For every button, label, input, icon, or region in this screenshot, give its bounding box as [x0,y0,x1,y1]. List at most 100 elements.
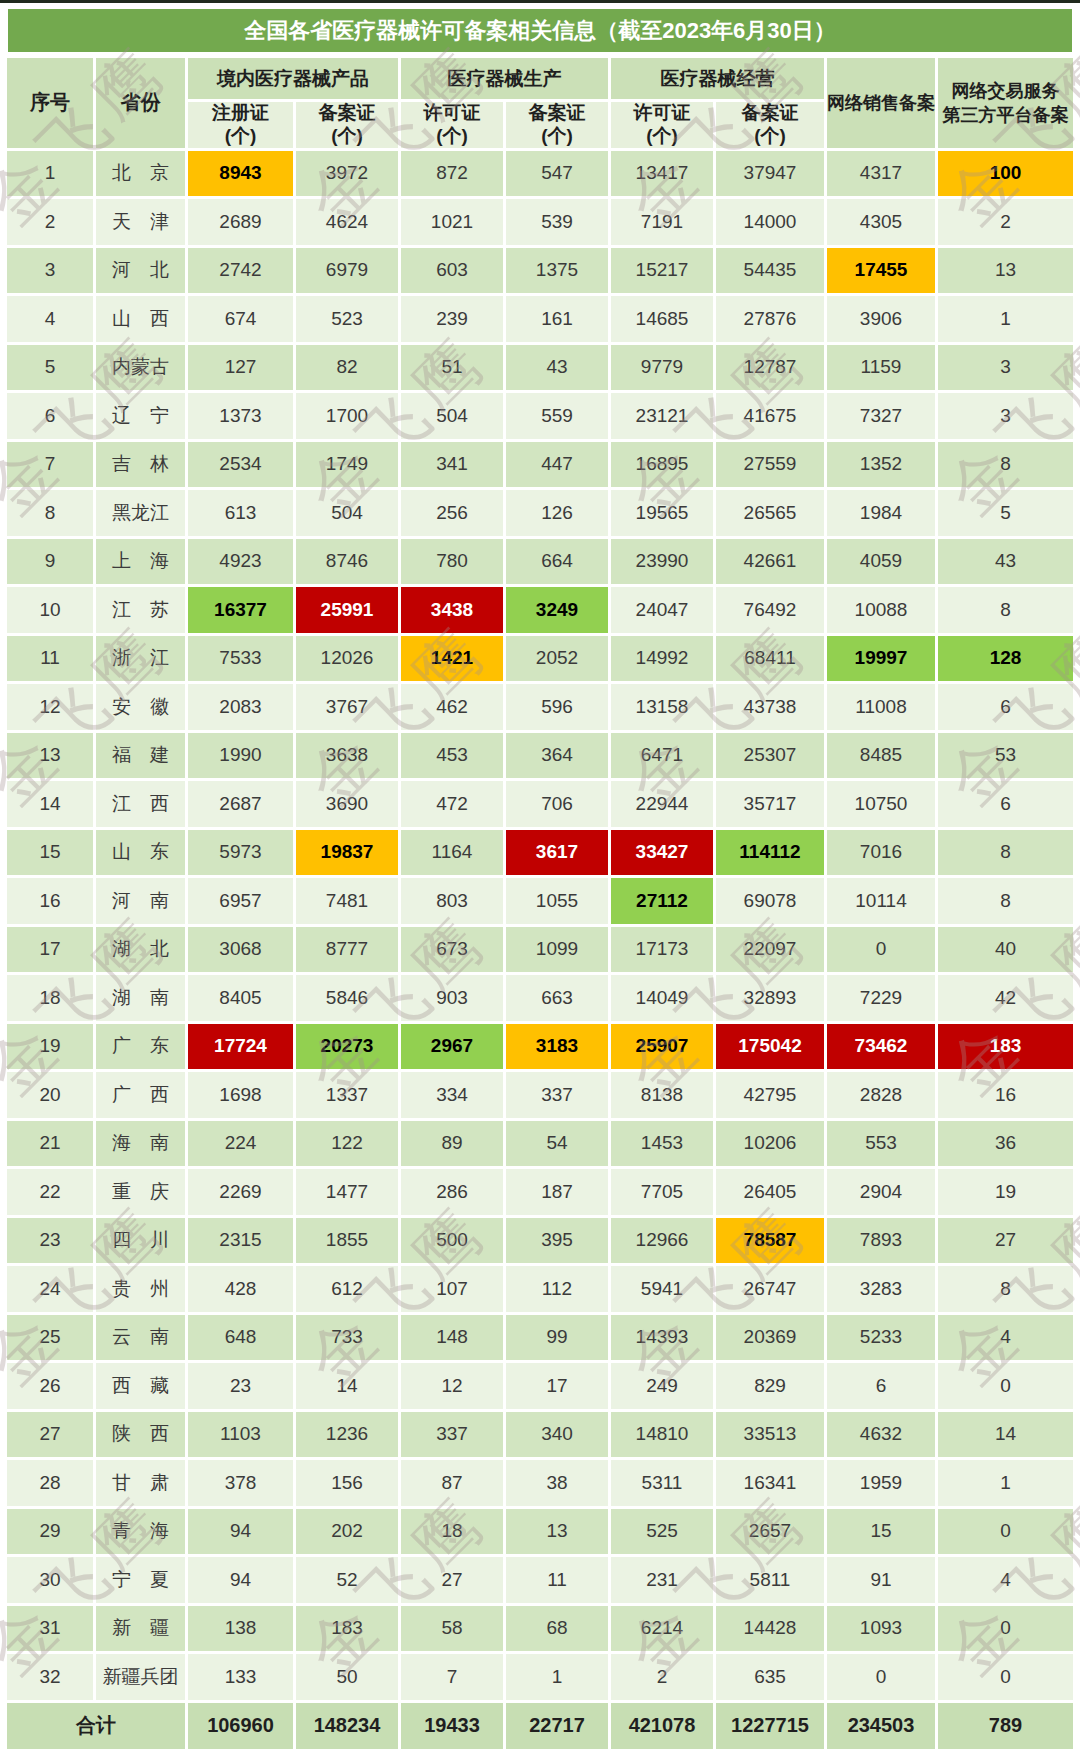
cell-seq: 28 [7,1460,93,1506]
cell-value: 8 [938,878,1073,924]
cell-value: 82 [296,345,398,391]
cell-value: 6979 [296,248,398,294]
cell-value: 40 [938,927,1073,973]
table-row: 24贵 州42861210711259412674732838 [7,1266,1073,1312]
table-row: 25云 南64873314899143932036952334 [7,1315,1073,1361]
cell-value: 161 [506,296,608,342]
cell-value: 14 [938,1412,1073,1458]
table-row: 7吉 林25341749341447168952755913528 [7,442,1073,488]
table-row: 31新 疆138183586862141442810930 [7,1606,1073,1652]
cell-value: 1 [938,1460,1073,1506]
cell-value: 5973 [188,830,293,876]
cell-value: 26747 [716,1266,824,1312]
cell-province: 重 庆 [96,1169,185,1215]
cell-value: 1749 [296,442,398,488]
cell-value: 3283 [827,1266,935,1312]
table-row: 4山 西674523239161146852787639061 [7,296,1073,342]
cell-value: 4923 [188,539,293,585]
cell-value: 14393 [611,1315,713,1361]
cell-seq: 11 [7,636,93,682]
cell-value: 7016 [827,830,935,876]
cell-seq: 3 [7,248,93,294]
cell-value: 33427 [611,830,713,876]
cell-value: 138 [188,1606,293,1652]
cell-value: 27 [401,1557,503,1603]
cell-value: 2689 [188,199,293,245]
cell-value: 0 [938,1363,1073,1409]
cell-value: 127 [188,345,293,391]
cell-value: 364 [506,733,608,779]
cell-value: 12 [401,1363,503,1409]
cell-value: 99 [506,1315,608,1361]
cell-value: 803 [401,878,503,924]
cell-value: 7229 [827,975,935,1021]
cell-value: 8 [938,830,1073,876]
cell-value: 175042 [716,1024,824,1070]
cell-value: 3617 [506,830,608,876]
cell-value: 340 [506,1412,608,1458]
cell-seq: 31 [7,1606,93,1652]
cell-value: 603 [401,248,503,294]
cell-value: 8943 [188,151,293,197]
cell-value: 0 [938,1654,1073,1700]
cell-value: 14 [296,1363,398,1409]
cell-province: 黑龙江 [96,490,185,536]
cell-value: 4305 [827,199,935,245]
table-row: 3河 北27426979603137515217544351745513 [7,248,1073,294]
cell-value: 19997 [827,636,935,682]
cell-value: 27112 [611,878,713,924]
table-row: 27陕 西110312363373401481033513463214 [7,1412,1073,1458]
cell-value: 13 [506,1509,608,1555]
cell-value: 2083 [188,684,293,730]
cell-province: 河 北 [96,248,185,294]
cell-value: 43 [938,539,1073,585]
cell-province: 浙 江 [96,636,185,682]
cell-value: 69078 [716,878,824,924]
cell-value: 2828 [827,1072,935,1118]
table-row: 2天 津26894624102153971911400043052 [7,199,1073,245]
cell-value: 41675 [716,393,824,439]
cell-value: 3638 [296,733,398,779]
cell-seq: 12 [7,684,93,730]
cell-value: 453 [401,733,503,779]
table-body: 1北 京89433972872547134173794743171002天 津2… [7,151,1073,1749]
cell-value: 2657 [716,1509,824,1555]
cell-value: 2904 [827,1169,935,1215]
cell-seq: 2 [7,199,93,245]
cell-value: 17173 [611,927,713,973]
cell-value: 5 [938,490,1073,536]
table-row: 12安 徽208337674625961315843738110086 [7,684,1073,730]
total-row: 合计10696014823419433227174210781227715234… [7,1703,1073,1749]
col-subheader-license-1: 许可证 (个) [401,102,503,148]
cell-value: 4 [938,1315,1073,1361]
cell-seq: 18 [7,975,93,1021]
cell-seq: 14 [7,781,93,827]
cell-value: 42795 [716,1072,824,1118]
cell-value: 8485 [827,733,935,779]
cell-value: 733 [296,1315,398,1361]
cell-value: 14428 [716,1606,824,1652]
cell-value: 5941 [611,1266,713,1312]
cell-value: 183 [296,1606,398,1652]
cell-value: 7893 [827,1218,935,1264]
cell-value: 16 [938,1072,1073,1118]
cell-value: 17724 [188,1024,293,1070]
cell-value: 663 [506,975,608,1021]
cell-value: 24047 [611,587,713,633]
cell-value: 43738 [716,684,824,730]
cell-value: 8405 [188,975,293,1021]
cell-value: 1055 [506,878,608,924]
cell-value: 52 [296,1557,398,1603]
cell-value: 2687 [188,781,293,827]
cell-value: 11008 [827,684,935,730]
cell-value: 37947 [716,151,824,197]
cell-province: 吉 林 [96,442,185,488]
cell-province: 广 东 [96,1024,185,1070]
cell-value: 8138 [611,1072,713,1118]
cell-value: 6 [938,781,1073,827]
cell-value: 8777 [296,927,398,973]
cell-value: 33513 [716,1412,824,1458]
cell-province: 内蒙古 [96,345,185,391]
cell-value: 7705 [611,1169,713,1215]
cell-value: 187 [506,1169,608,1215]
